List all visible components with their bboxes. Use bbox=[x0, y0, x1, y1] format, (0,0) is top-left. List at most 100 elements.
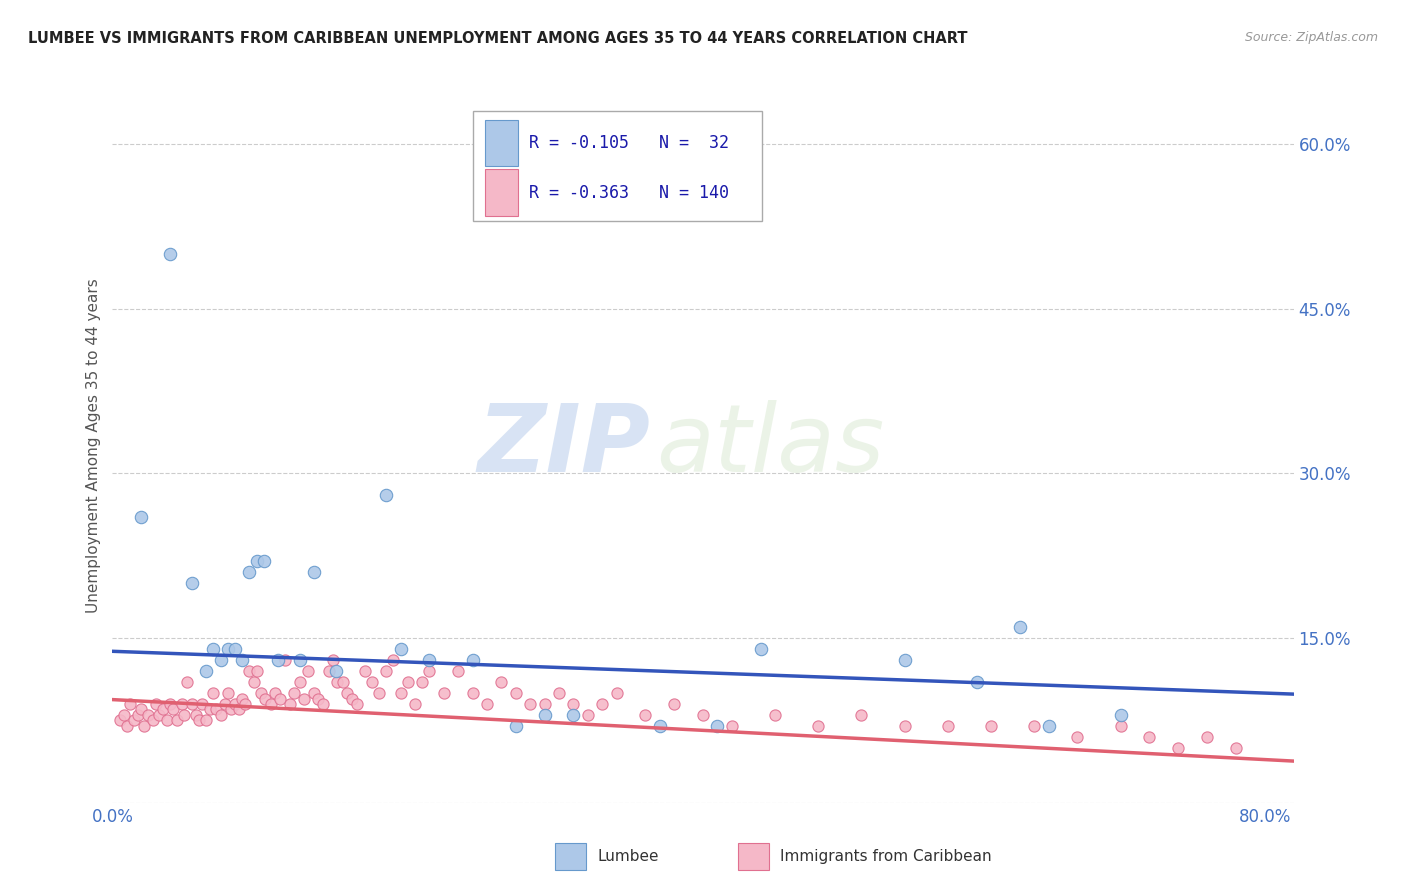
Point bbox=[966, 675, 988, 690]
Point bbox=[253, 554, 276, 568]
Point bbox=[122, 714, 145, 728]
Point bbox=[200, 702, 222, 716]
Point bbox=[1167, 740, 1189, 755]
Point bbox=[336, 686, 359, 700]
Point bbox=[242, 675, 264, 690]
Point bbox=[340, 691, 363, 706]
Point bbox=[353, 664, 375, 678]
Point bbox=[720, 719, 742, 733]
Point bbox=[404, 697, 426, 711]
Point bbox=[389, 686, 412, 700]
Point bbox=[1197, 730, 1219, 744]
Point bbox=[318, 664, 340, 678]
Point bbox=[325, 664, 347, 678]
Point bbox=[533, 697, 555, 711]
FancyBboxPatch shape bbox=[472, 111, 762, 221]
Text: Source: ZipAtlas.com: Source: ZipAtlas.com bbox=[1244, 31, 1378, 45]
Point bbox=[505, 719, 527, 733]
Point bbox=[224, 697, 246, 711]
Point bbox=[228, 702, 250, 716]
Point bbox=[297, 664, 319, 678]
Point bbox=[283, 686, 305, 700]
Point bbox=[312, 697, 335, 711]
Point bbox=[475, 697, 498, 711]
Point bbox=[807, 719, 830, 733]
Point bbox=[274, 653, 297, 667]
Point bbox=[166, 714, 188, 728]
Point bbox=[692, 708, 714, 723]
Point bbox=[1066, 730, 1088, 744]
Point bbox=[1109, 708, 1132, 723]
Point bbox=[326, 675, 349, 690]
Point bbox=[433, 686, 456, 700]
Point bbox=[346, 697, 368, 711]
Point bbox=[129, 510, 152, 524]
Point bbox=[292, 691, 315, 706]
Point bbox=[250, 686, 273, 700]
Point bbox=[156, 714, 179, 728]
Text: Lumbee: Lumbee bbox=[598, 849, 659, 863]
Point bbox=[576, 708, 599, 723]
Point bbox=[134, 719, 156, 733]
Point bbox=[159, 247, 181, 261]
Point bbox=[1139, 730, 1161, 744]
Point bbox=[142, 714, 165, 728]
Point bbox=[191, 697, 214, 711]
Point bbox=[202, 686, 225, 700]
Point bbox=[233, 697, 256, 711]
Text: LUMBEE VS IMMIGRANTS FROM CARIBBEAN UNEMPLOYMENT AMONG AGES 35 TO 44 YEARS CORRE: LUMBEE VS IMMIGRANTS FROM CARIBBEAN UNEM… bbox=[28, 31, 967, 46]
Point bbox=[418, 664, 440, 678]
Text: ZIP: ZIP bbox=[477, 400, 650, 492]
Point bbox=[591, 697, 613, 711]
Point bbox=[115, 719, 138, 733]
Point bbox=[176, 675, 198, 690]
Point bbox=[307, 691, 329, 706]
Point bbox=[1109, 719, 1132, 733]
Point bbox=[562, 708, 585, 723]
Point bbox=[238, 566, 260, 580]
Point bbox=[620, 192, 643, 206]
Point bbox=[202, 642, 225, 657]
Point bbox=[893, 719, 915, 733]
Point bbox=[231, 653, 253, 667]
Point bbox=[264, 686, 287, 700]
Point bbox=[187, 714, 209, 728]
Point bbox=[224, 642, 246, 657]
Point bbox=[170, 697, 193, 711]
Point bbox=[209, 653, 232, 667]
Point bbox=[411, 675, 433, 690]
Point bbox=[936, 719, 959, 733]
Point bbox=[980, 719, 1002, 733]
Point bbox=[245, 554, 267, 568]
Point bbox=[302, 686, 325, 700]
Point bbox=[375, 488, 398, 502]
Point bbox=[360, 675, 382, 690]
Point bbox=[447, 664, 470, 678]
Text: R = -0.363   N = 140: R = -0.363 N = 140 bbox=[530, 184, 730, 202]
Point bbox=[159, 697, 181, 711]
Point bbox=[288, 675, 311, 690]
Point bbox=[195, 714, 218, 728]
Point bbox=[217, 686, 239, 700]
Point bbox=[214, 697, 236, 711]
Point bbox=[267, 653, 290, 667]
Point bbox=[389, 642, 412, 657]
Point bbox=[763, 708, 786, 723]
Point bbox=[138, 708, 160, 723]
Point bbox=[322, 653, 344, 667]
Point bbox=[851, 708, 873, 723]
Point bbox=[129, 702, 152, 716]
Point bbox=[368, 686, 391, 700]
Point bbox=[260, 697, 283, 711]
Point bbox=[180, 697, 202, 711]
Point bbox=[1038, 719, 1060, 733]
Point bbox=[664, 697, 686, 711]
Point bbox=[396, 675, 419, 690]
Point bbox=[375, 664, 398, 678]
Point bbox=[461, 686, 484, 700]
Point bbox=[112, 708, 135, 723]
Point bbox=[1024, 719, 1046, 733]
Point bbox=[231, 691, 253, 706]
Point bbox=[1225, 740, 1247, 755]
Point bbox=[145, 697, 167, 711]
